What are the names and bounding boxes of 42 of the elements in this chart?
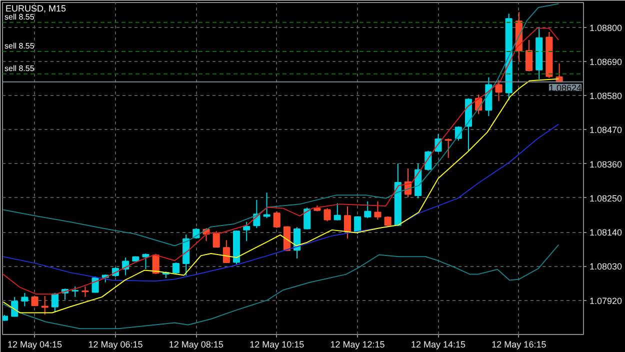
candlestick — [142, 253, 150, 270]
candlestick — [495, 79, 502, 102]
candlestick — [324, 208, 331, 222]
y-tick-label: 1.08580 — [590, 91, 622, 102]
candlestick — [172, 262, 180, 274]
y-tick-label: 1.07920 — [590, 296, 622, 306]
y-tick-label: 1.08800 — [590, 22, 622, 33]
x-tick-label: 12 May 16:15 — [492, 340, 546, 350]
candlestick — [212, 230, 220, 248]
candlestick — [444, 138, 452, 158]
y-tick-label: 1.08250 — [590, 193, 622, 204]
candlestick — [304, 207, 311, 230]
ref-line-label: 1.08624 — [548, 82, 582, 93]
chart-title: EURUSD, M15 — [6, 4, 66, 14]
candlestick — [263, 192, 270, 219]
x-tick-label: 12 May 12:15 — [330, 340, 385, 350]
ref-line-label: sell 8.55 — [4, 12, 35, 22]
candlestick — [72, 286, 79, 298]
y-tick-label: 1.08360 — [590, 159, 622, 170]
candlestick — [294, 226, 301, 259]
candlestick — [273, 210, 280, 229]
y-tick-label: 1.08030 — [590, 262, 622, 272]
ref-line-label: sell 8.55 — [4, 64, 35, 73]
y-tick-label: 1.08690 — [590, 56, 622, 67]
candlestick — [334, 202, 341, 221]
candlestick — [21, 292, 28, 307]
candlestick — [51, 292, 58, 312]
ref-line-label: sell 8.55 — [4, 42, 35, 51]
candlestick — [82, 286, 89, 298]
x-tick-label: 12 May 08:15 — [168, 340, 224, 350]
candlestick — [31, 296, 38, 306]
candlestick — [374, 200, 382, 220]
candlestick — [526, 40, 533, 72]
candlestick — [364, 200, 372, 219]
y-tick-label: 1.08470 — [590, 125, 622, 136]
y-tick-label: 1.08140 — [590, 228, 622, 238]
x-tick-label: 12 May 10:15 — [250, 340, 304, 350]
x-tick-label: 12 May 06:15 — [88, 340, 143, 350]
candlestick — [243, 221, 250, 242]
x-tick-label: 12 May 14:15 — [410, 340, 466, 350]
candlestick — [344, 206, 351, 240]
x-tick-label: 12 May 04:15 — [8, 340, 62, 350]
